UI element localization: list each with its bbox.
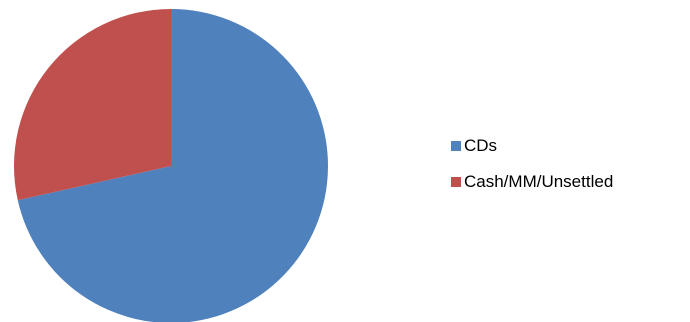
pie-slice-cds xyxy=(17,9,328,322)
legend-swatch-cds xyxy=(451,141,461,151)
legend-label-cash: Cash/MM/Unsettled xyxy=(464,172,614,191)
legend: CDs Cash/MM/Unsettled xyxy=(451,136,613,208)
legend-label-cds: CDs xyxy=(464,136,498,155)
legend-item-cds: CDs xyxy=(451,136,613,156)
pie-slice-cash-mm-unsettled xyxy=(13,9,172,201)
legend-item-cash: Cash/MM/Unsettled xyxy=(451,172,613,192)
legend-swatch-cash xyxy=(451,177,461,187)
